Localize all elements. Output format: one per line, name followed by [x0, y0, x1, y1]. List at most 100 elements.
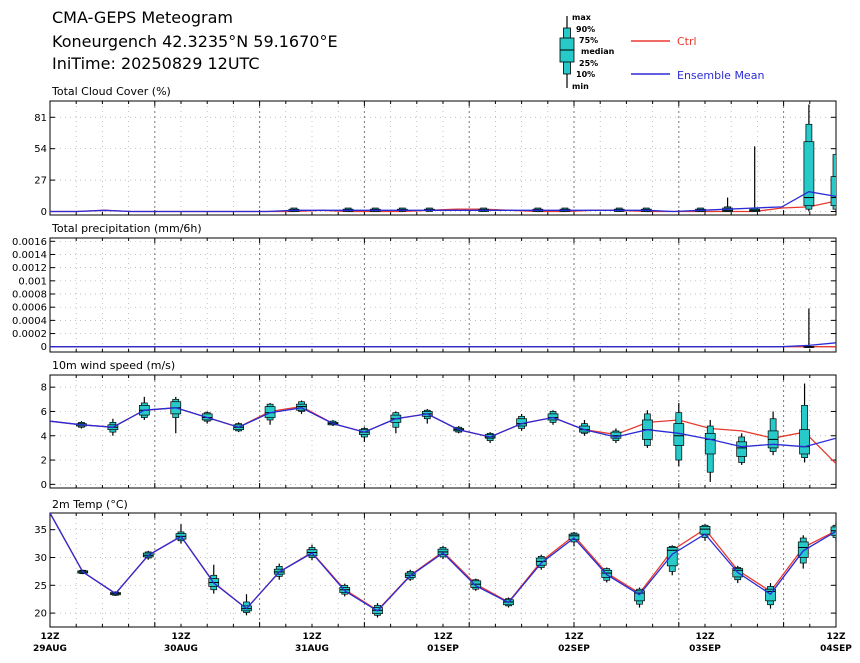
x-tick-hour: 12Z: [826, 632, 846, 642]
box-iqr: [568, 533, 580, 541]
y-tick-label: 35: [34, 525, 47, 536]
panel-frame: [49, 374, 837, 489]
y-tick-label: 0.0012: [12, 263, 47, 274]
legend: max 90% 75% median 25% 10% min Ctrl Ense…: [559, 13, 764, 91]
x-tick-hour: 12Z: [564, 632, 584, 642]
legend-p75-label: 75%: [579, 36, 598, 45]
y-tick-label: 25: [34, 581, 47, 592]
box-plot: [699, 524, 711, 541]
y-tick-label: 0.0002: [12, 329, 47, 340]
x-tick-hour: 12Z: [302, 632, 322, 642]
panel-data: [50, 383, 836, 482]
panel-frame: [49, 100, 837, 216]
y-tick-label: 6: [41, 407, 47, 418]
box-plot: [767, 411, 779, 456]
box-plot: [470, 578, 482, 591]
x-tick-date: 30AUG: [164, 644, 198, 654]
ctrl-series-line: [50, 513, 836, 612]
box-plot: [359, 427, 370, 442]
mean-series-line: [50, 407, 836, 448]
y-tick-label: 0.0016: [12, 237, 47, 248]
legend-mean-label: Ensemble Mean: [677, 69, 764, 82]
box-plot: [830, 523, 836, 541]
box-iqr: [830, 176, 836, 207]
box-plot: [437, 545, 449, 560]
x-tick-date: 04SEP: [820, 644, 852, 654]
box-plot: [390, 411, 402, 434]
legend-min-label: min: [572, 82, 589, 91]
panel-wind: 0 2 4 6 8: [41, 374, 837, 491]
box-plot: [799, 383, 810, 463]
y-tick-label: 8: [41, 383, 47, 394]
x-tick-date: 29AUG: [33, 644, 67, 654]
init-time: IniTime: 20250829 12UTC: [52, 54, 260, 73]
x-tick-date: 31AUG: [295, 644, 329, 654]
y-tick-label: 0.0014: [12, 250, 47, 261]
legend-median-label: median: [581, 47, 615, 56]
y-tick-label: 81: [34, 113, 47, 124]
box-plot: [535, 554, 547, 570]
mean-series-line: [50, 191, 836, 213]
panel-title-precip: Total precipitation (mm/6h): [51, 222, 202, 235]
mean-series-line: [50, 342, 836, 348]
x-axis-labels: 12Z 29AUG 12Z 30AUG 12Z 31AUG 12Z 01SEP 12Z 02SEP…: [33, 632, 852, 654]
box-plot: [749, 146, 761, 212]
y-tick-label: 0: [41, 342, 47, 353]
legend-boxplot-icon: [559, 16, 575, 88]
panel-frame: [49, 512, 837, 628]
panel-data: [50, 308, 836, 348]
box-iqr: [634, 590, 645, 602]
y-tick-label: 2: [41, 456, 47, 467]
panel-title-cloud: Total Cloud Cover (%): [51, 85, 171, 98]
panel-title-wind: 10m wind speed (m/s): [52, 359, 175, 372]
box-plot: [666, 545, 678, 576]
y-tick-label: 30: [34, 553, 47, 564]
box-iqr: [704, 432, 716, 455]
panel-precip: 0 0.0002 0.0004 0.0006 0.0008 0.001 0.0012 0.00…: [12, 237, 837, 353]
box-iqr: [736, 441, 748, 457]
x-tick-hour: 12Z: [433, 632, 453, 642]
y-tick-label: 0.0006: [12, 303, 47, 314]
panel-cloud: 0 27 54 81: [34, 100, 837, 218]
panel-data: [50, 104, 836, 213]
box-plot: [830, 154, 836, 212]
box-iqr: [699, 525, 711, 535]
x-tick-date: 02SEP: [558, 644, 590, 654]
y-tick-label: 0.0004: [12, 316, 47, 327]
box-iqr: [797, 541, 809, 558]
box-plot: [803, 308, 815, 348]
x-tick-hour: 12Z: [695, 632, 715, 642]
y-tick-label: 0.0008: [12, 290, 47, 301]
panel-title-temp: 2m Temp (°C): [52, 498, 128, 511]
panels: 0 27 54 81 0 0.0002 0.0004 0.0006 0.0008 0.001 0.0…: [12, 100, 837, 628]
box-iqr: [803, 141, 815, 207]
y-tick-label: 27: [34, 176, 47, 187]
panel-frame: [49, 237, 837, 353]
panel-data: [50, 513, 836, 618]
legend-max-label: max: [572, 13, 592, 22]
box-plot: [138, 396, 150, 420]
box-iqr: [765, 588, 776, 602]
panel-temp: 20 25 30 35: [34, 512, 837, 628]
y-tick-label: 20: [34, 609, 47, 620]
legend-p90-label: 90%: [576, 25, 595, 34]
box-iqr: [666, 547, 678, 567]
mean-series-line: [50, 513, 836, 612]
box-iqr: [610, 431, 622, 439]
legend-p10-label: 10%: [576, 70, 595, 79]
x-tick-hour: 12Z: [40, 632, 60, 642]
x-tick-date: 01SEP: [427, 644, 459, 654]
y-tick-label: 0.001: [18, 276, 47, 287]
box-plot: [170, 396, 182, 434]
y-tick-label: 0: [41, 480, 47, 491]
box-plot: [736, 433, 748, 465]
box-plot: [803, 104, 815, 212]
legend-p25-label: 25%: [579, 59, 598, 68]
box-plot: [568, 531, 580, 547]
x-tick-date: 03SEP: [689, 644, 721, 654]
box-iqr: [799, 429, 810, 455]
y-tick-label: 54: [34, 144, 47, 155]
station-location: Koneurgench 42.3235°N 59.1670°E: [52, 32, 338, 51]
y-tick-label: 0: [41, 207, 47, 218]
